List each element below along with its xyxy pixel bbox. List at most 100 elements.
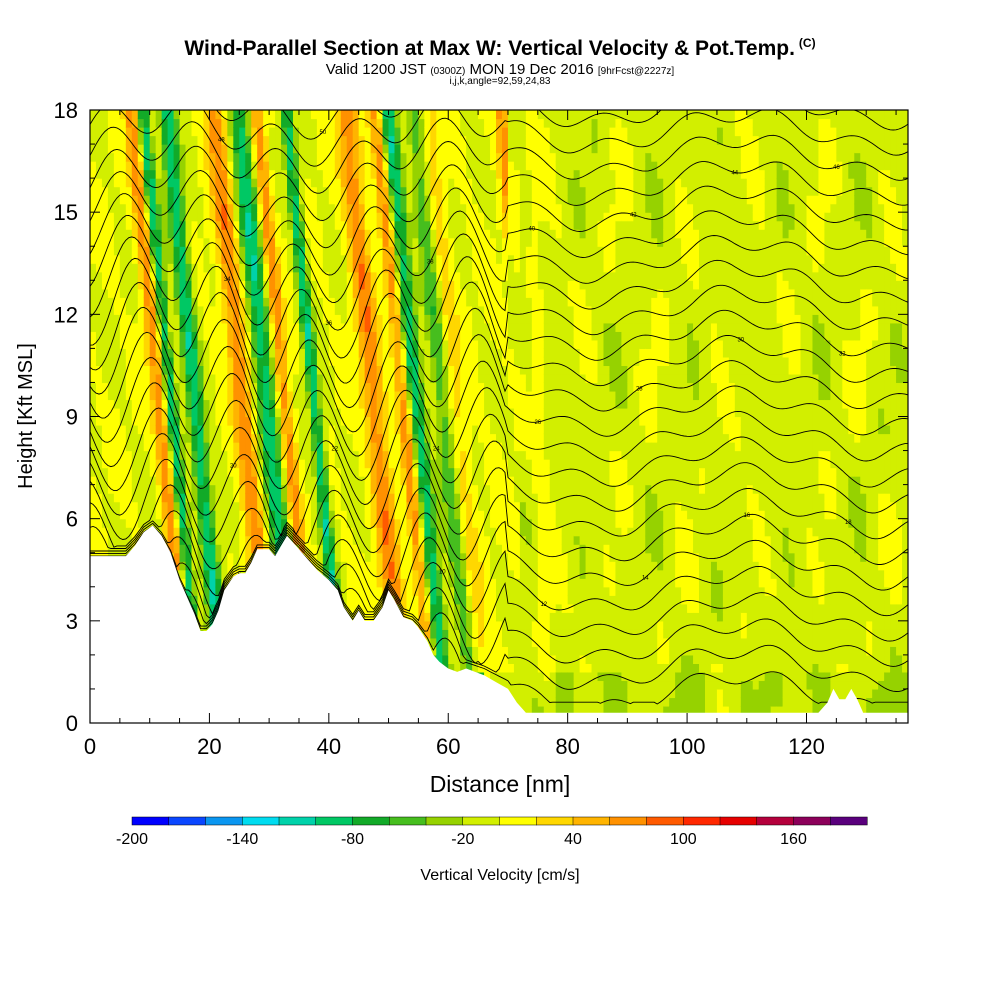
velocity-cell: [478, 595, 485, 605]
velocity-cell: [143, 433, 151, 443]
velocity-cell: [245, 382, 252, 392]
velocity-cell: [197, 220, 205, 230]
velocity-cell: [191, 271, 199, 281]
velocity-cell: [490, 586, 497, 596]
velocity-cell: [269, 356, 276, 367]
velocity-cell: [322, 195, 330, 205]
velocity-cell: [125, 416, 133, 426]
velocity-cell: [358, 484, 366, 494]
velocity-cell: [388, 467, 396, 477]
velocity-cell: [340, 118, 348, 128]
velocity-cell: [215, 518, 222, 528]
velocity-cell: [501, 535, 509, 545]
velocity-cell: [90, 535, 97, 545]
velocity-cell: [233, 416, 240, 426]
velocity-cell: [346, 331, 354, 341]
velocity-cell: [310, 476, 318, 486]
velocity-cell: [442, 561, 449, 571]
velocity-cell: [454, 305, 461, 315]
velocity-cell: [454, 646, 461, 656]
velocity-cell: [137, 459, 145, 469]
velocity-cell: [167, 314, 175, 324]
velocity-cell: [316, 203, 324, 213]
velocity-cell: [131, 186, 139, 196]
velocity-cell: [406, 203, 414, 213]
velocity-cell: [257, 399, 264, 409]
velocity-cell: [382, 442, 390, 452]
velocity-cell: [239, 476, 246, 486]
velocity-cell: [143, 390, 151, 401]
velocity-cell: [496, 544, 503, 554]
velocity-cell: [101, 433, 109, 443]
velocity-cell: [430, 544, 437, 554]
velocity-cell: [173, 280, 181, 290]
velocity-cell: [340, 280, 348, 290]
velocity-cell: [245, 552, 252, 562]
velocity-cell: [412, 246, 419, 256]
velocity-cell: [203, 297, 211, 307]
velocity-cell: [322, 510, 330, 520]
velocity-cell: [334, 493, 342, 503]
velocity-cell: [203, 271, 211, 281]
velocity-cell: [167, 178, 175, 188]
velocity-cell: [107, 263, 115, 273]
velocity-cell: [442, 280, 449, 290]
velocity-cell: [304, 467, 312, 477]
velocity-cell: [394, 161, 402, 171]
velocity-cell: [173, 110, 181, 120]
velocity-cell: [131, 314, 139, 324]
velocity-cell: [233, 510, 240, 520]
velocity-cell: [406, 373, 414, 384]
velocity-cell: [448, 297, 455, 307]
velocity-cell: [484, 356, 491, 367]
velocity-cell: [382, 297, 390, 307]
velocity-cell: [185, 263, 193, 273]
velocity-cell: [334, 186, 342, 196]
velocity-cell: [400, 254, 408, 264]
velocity-cell: [472, 612, 479, 622]
velocity-cell: [478, 331, 485, 341]
velocity-cell: [496, 510, 503, 520]
velocity-cell: [448, 144, 455, 154]
velocity-cell: [155, 382, 163, 392]
velocity-cell: [370, 263, 378, 273]
velocity-cell: [328, 203, 336, 213]
velocity-cell: [215, 382, 222, 392]
velocity-cell: [340, 110, 348, 120]
velocity-cell: [436, 620, 443, 630]
velocity-cell: [466, 425, 473, 435]
velocity-cell: [376, 425, 384, 435]
velocity-cell: [161, 390, 169, 401]
velocity-cell: [472, 237, 479, 247]
velocity-cell: [239, 390, 246, 401]
velocity-cell: [304, 459, 312, 469]
velocity-cell: [364, 425, 372, 435]
velocity-cell: [424, 510, 431, 520]
velocity-cell: [406, 339, 414, 349]
velocity-cell: [197, 178, 205, 188]
velocity-cell: [478, 493, 485, 503]
velocity-cell: [191, 552, 199, 562]
velocity-cell: [239, 314, 246, 324]
velocity-cell: [233, 152, 240, 162]
velocity-cell: [328, 288, 336, 298]
velocity-cell: [95, 518, 103, 528]
velocity-cell: [376, 476, 384, 486]
velocity-cell: [233, 186, 240, 196]
velocity-cell: [125, 246, 133, 256]
velocity-cell: [352, 510, 360, 520]
velocity-cell: [454, 297, 461, 307]
velocity-cell: [418, 620, 425, 630]
velocity-cell: [364, 476, 372, 486]
velocity-cell: [95, 390, 103, 401]
velocity-cell: [376, 305, 384, 315]
velocity-cell: [233, 237, 240, 247]
velocity-cell: [125, 484, 133, 494]
velocity-cell: [376, 135, 384, 145]
velocity-cell: [125, 544, 133, 554]
velocity-cell: [227, 425, 234, 435]
velocity-cell: [245, 518, 252, 528]
velocity-cell: [316, 288, 324, 298]
velocity-cell: [358, 254, 366, 264]
velocity-cell: [496, 220, 503, 230]
